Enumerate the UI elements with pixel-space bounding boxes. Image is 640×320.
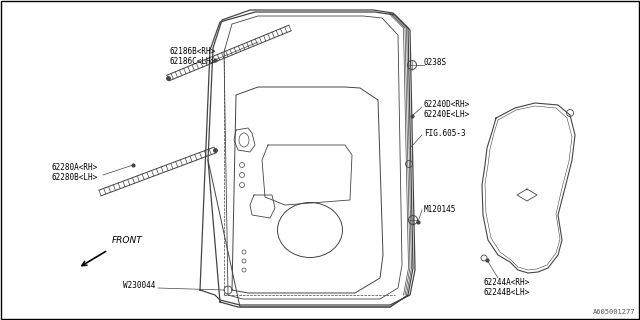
Text: A605001277: A605001277 xyxy=(593,309,635,315)
Text: 62244A<RH>
62244B<LH>: 62244A<RH> 62244B<LH> xyxy=(483,278,529,297)
Text: 62186B<RH>
62186C<LH>: 62186B<RH> 62186C<LH> xyxy=(170,47,216,67)
Text: 62240D<RH>
62240E<LH>: 62240D<RH> 62240E<LH> xyxy=(424,100,470,119)
Text: 62280A<RH>
62280B<LH>: 62280A<RH> 62280B<LH> xyxy=(52,163,99,182)
Text: FRONT: FRONT xyxy=(112,236,143,245)
Text: W230044: W230044 xyxy=(123,281,155,290)
Text: FIG.605-3: FIG.605-3 xyxy=(424,129,466,138)
Text: 0238S: 0238S xyxy=(424,58,447,67)
Text: M120145: M120145 xyxy=(424,205,456,214)
